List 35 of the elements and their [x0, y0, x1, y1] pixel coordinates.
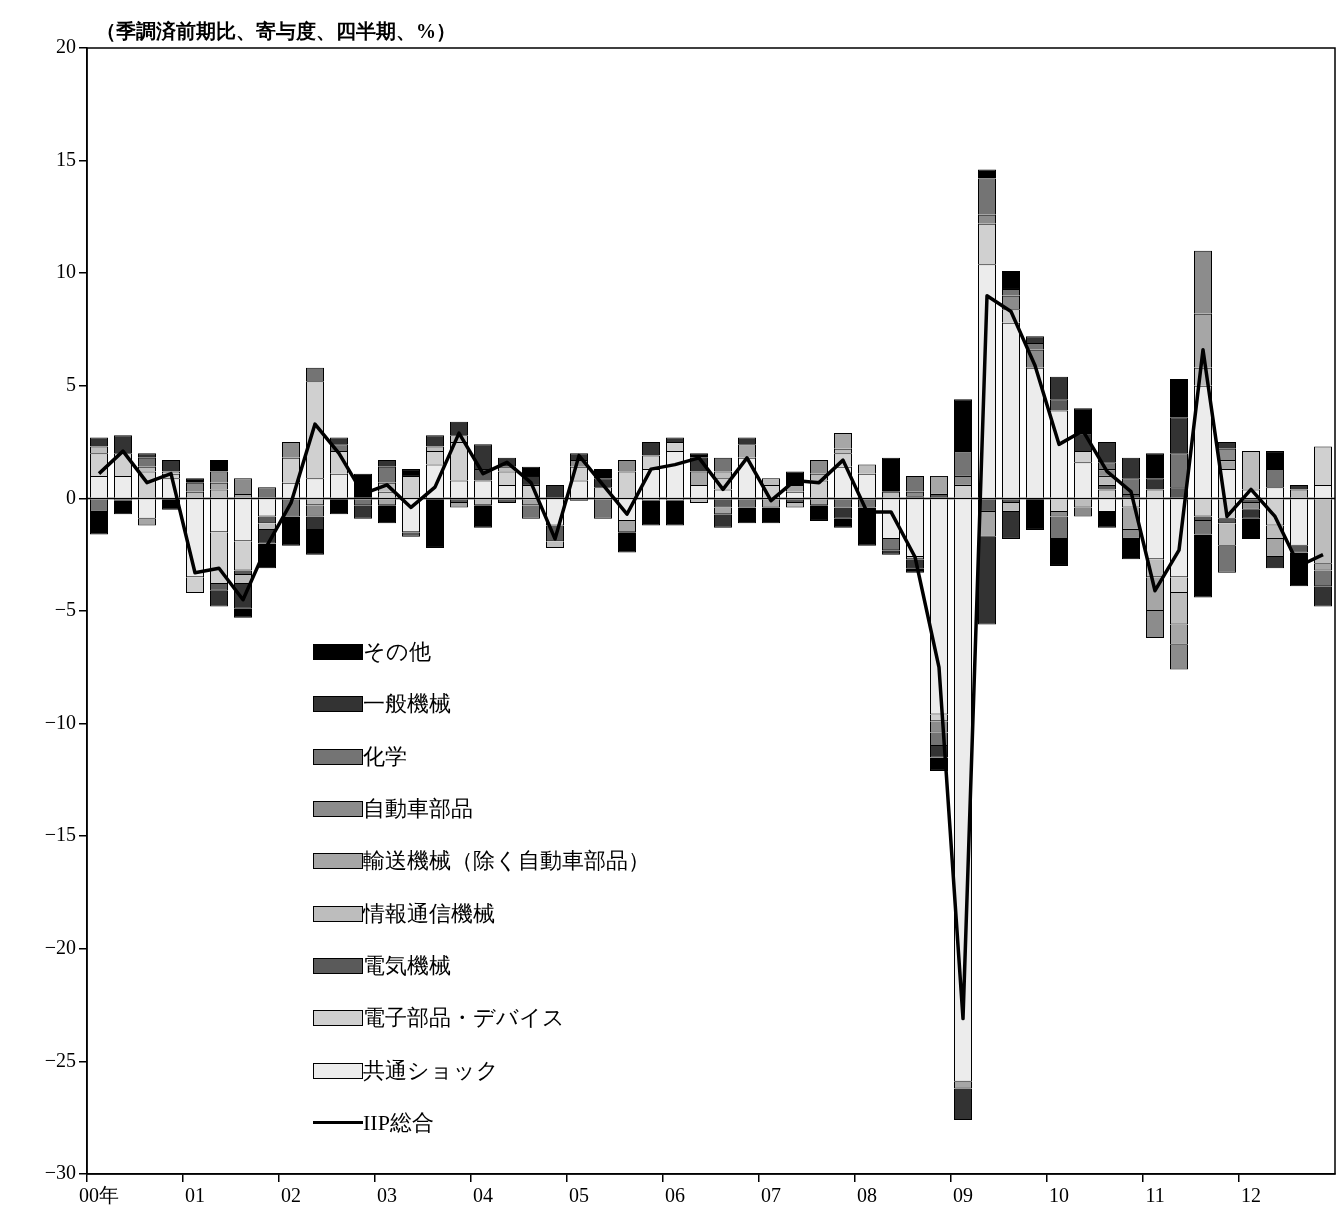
legend-label: 電気機械: [363, 951, 451, 980]
y-tick-label: −25: [44, 1048, 76, 1071]
legend-label: その他: [363, 638, 431, 667]
legend-label: 輸送機械（除く自動車部品）: [363, 847, 650, 876]
x-tick-label: 08: [857, 1184, 877, 1207]
y-tick-label: 20: [56, 35, 76, 58]
y-tick-label: −5: [54, 598, 76, 621]
y-tick-label: 10: [56, 260, 76, 283]
x-tick-label: 05: [569, 1184, 589, 1207]
y-tick-label: −20: [44, 936, 76, 959]
legend-label: 電子部品・デバイス: [363, 1004, 565, 1033]
x-tick-label: 11: [1145, 1184, 1165, 1207]
x-tick-label: 04: [473, 1184, 493, 1207]
x-tick-label: 12: [1241, 1184, 1261, 1207]
x-tick-label: 03: [377, 1184, 397, 1207]
x-tick-label: 00年: [79, 1184, 119, 1207]
legend-label: 情報通信機械: [363, 899, 495, 928]
x-tick-label: 07: [761, 1184, 781, 1207]
x-tick-label: 09: [953, 1184, 973, 1207]
y-tick-label: 15: [56, 147, 76, 170]
chart-title: （季調済前期比、寄与度、四半期、%）: [96, 19, 456, 44]
x-tick-label: 06: [665, 1184, 685, 1207]
legend-label: IIP総合: [363, 1108, 434, 1137]
legend-label: 共通ショック: [363, 1056, 499, 1085]
y-tick-label: 0: [66, 485, 76, 508]
legend-label: 化学: [363, 742, 407, 771]
legend-label: 一般機械: [363, 690, 451, 719]
x-tick-label: 01: [185, 1184, 205, 1207]
x-tick-label: 10: [1049, 1184, 1069, 1207]
x-tick-label: 02: [281, 1184, 301, 1207]
legend-label: 自動車部品: [363, 795, 473, 824]
y-tick-label: −15: [44, 823, 76, 846]
y-tick-label: −10: [44, 710, 76, 733]
y-tick-label: −30: [44, 1161, 76, 1184]
y-tick-label: 5: [66, 373, 76, 396]
